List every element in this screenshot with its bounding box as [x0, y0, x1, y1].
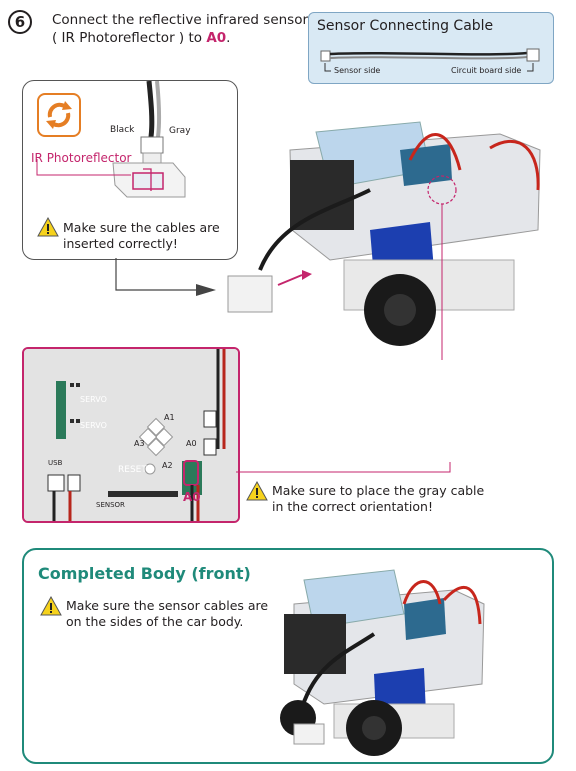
cable-illustration: [320, 48, 540, 72]
sensor-callout: Black Gray IR Photoreflector Make sure t…: [22, 80, 238, 260]
cable-info-box: Sensor Connecting Cable Sensor side Circ…: [308, 12, 554, 84]
circuit-board-inset: SERVO SERVO A1 A0 A3 A2 RESET SENSOR USB: [22, 347, 240, 523]
sensor-side-label: Sensor side: [334, 66, 381, 75]
silk-usb: USB: [48, 459, 63, 467]
completed-warning-line2: on the sides of the car body.: [66, 614, 244, 629]
completed-robot-illustration: [280, 569, 485, 756]
ir-photoreflector-label: IR Photoreflector: [31, 151, 132, 165]
circuit-board-illustration: [24, 349, 238, 521]
step-line2-prefix: ( IR Photoreflector ) to: [52, 30, 207, 46]
silk-a1: A1: [164, 413, 175, 422]
warning-icon: [37, 217, 59, 237]
cable-box-title: Sensor Connecting Cable: [317, 18, 494, 34]
wire-gray-label: Gray: [169, 126, 191, 136]
sensor-closeup-illustration: [36, 81, 186, 198]
board-side-label: Circuit board side: [451, 66, 522, 75]
silk-a2: A2: [162, 461, 173, 470]
arrow-icon: [115, 258, 216, 296]
connector-line: [236, 462, 451, 473]
silk-servo-1: SERVO: [80, 395, 107, 404]
silk-sensor: SENSOR: [96, 501, 125, 509]
silk-a0: A0: [186, 439, 197, 448]
board-a0-label: A0: [183, 490, 201, 504]
warning-icon: [40, 596, 62, 616]
orientation-warning-line2: in the correct orientation!: [272, 499, 433, 514]
rotate-icon: [37, 93, 81, 137]
step-port-label: A0: [206, 30, 227, 46]
step-line2-suffix: .: [226, 30, 231, 46]
callout-warning-line1: Make sure the cables are: [63, 220, 220, 235]
step-number: 6: [8, 10, 32, 34]
robot-car-illustration: [227, 121, 541, 360]
wire-black-label: Black: [110, 125, 135, 135]
silk-reset: RESET: [118, 465, 147, 475]
silk-servo-2: SERVO: [80, 421, 107, 430]
step-instruction-line2: ( IR Photoreflector ) to A0.: [52, 30, 230, 46]
step-instruction-line1: Connect the reflective infrared sensor: [52, 12, 309, 28]
orientation-warning-line1: Make sure to place the gray cable: [272, 483, 485, 498]
completed-body-panel: Completed Body (front) Make sure the sen…: [22, 548, 554, 764]
callout-warning-line2: inserted correctly!: [63, 236, 178, 251]
silk-a3: A3: [134, 439, 145, 448]
completed-body-title: Completed Body (front): [38, 564, 251, 583]
completed-warning-line1: Make sure the sensor cables are: [66, 598, 269, 613]
warning-icon: [246, 481, 268, 501]
